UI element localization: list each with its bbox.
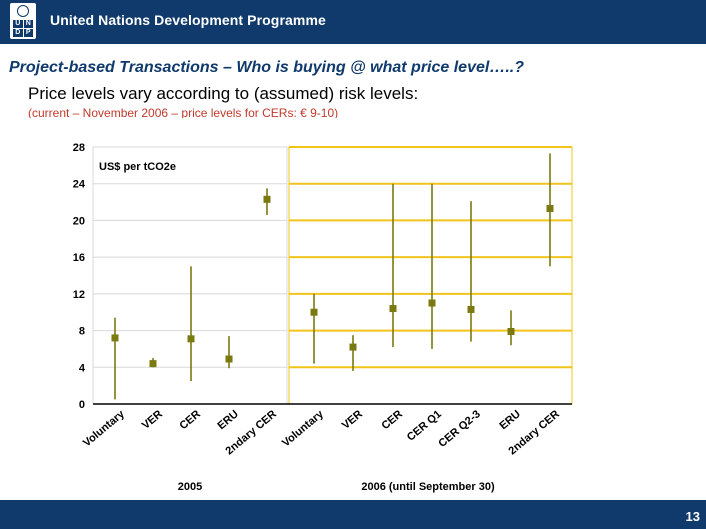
category-label: Voluntary [81,408,128,450]
footer-bar [0,500,706,529]
slide-subtitle: Price levels vary according to (assumed)… [28,84,419,103]
category-label: VER [140,408,165,432]
data-point [263,195,271,203]
page-number: 13 [685,509,700,524]
logo-letter: U [13,20,23,28]
category-label: CER [177,408,203,432]
org-name: United Nations Development Programme [50,12,326,28]
y-tick-label: 16 [73,252,85,264]
y-tick-label: 28 [73,142,85,154]
header-bar: U N D P United Nations Development Progr… [0,0,706,44]
logo-letter: D [13,29,23,37]
gridlines [92,146,573,404]
category-label: ERU [497,408,523,432]
un-globe-icon [17,5,29,17]
data-point [467,305,475,313]
category-label: VER [340,408,365,432]
price-note: (current – November 2006 – price levels … [28,106,339,118]
category-label: CER [379,408,405,432]
unit-label: US$ per tCO2e [99,161,176,173]
data-point [546,204,554,212]
data-point [187,335,195,343]
y-tick-label: 12 [73,289,85,301]
data-point [428,299,436,307]
y-tick-label: 4 [79,362,86,374]
y-tick-label: 24 [73,179,86,191]
slide-title: Project-based Transactions – Who is buyi… [9,59,524,76]
logo-letters: U N D P [13,20,33,37]
group-label: 2005 [178,481,202,493]
data-point [389,305,397,313]
y-tick-label: 8 [79,326,85,338]
data-point [507,327,515,335]
y-tick-labels: 0 4 8 12 16 20 24 28 [73,142,86,411]
group-labels: 2005 2006 (until September 30) [178,481,495,493]
logo-letter: P [23,29,33,37]
category-label: ERU [215,408,241,432]
y-tick-label: 0 [79,399,85,411]
y-tick-label: 20 [73,215,85,227]
undp-logo: U N D P [10,3,36,39]
data-marks [111,153,554,400]
data-point [111,334,119,342]
category-label: CER Q2-3 [436,408,483,450]
data-point [149,360,157,368]
category-label: Voluntary [280,408,327,450]
logo-letter: N [23,20,33,28]
data-point [349,343,357,351]
data-point [310,308,318,316]
data-point [225,355,233,363]
group-label: 2006 (until September 30) [361,481,495,493]
